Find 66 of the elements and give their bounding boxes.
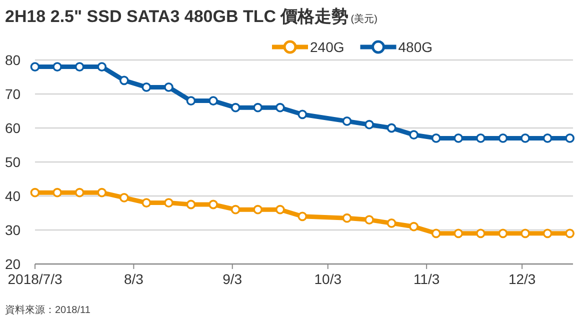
y-tick-label: 60 xyxy=(5,120,21,136)
point xyxy=(431,228,441,238)
point xyxy=(119,76,129,86)
point xyxy=(520,134,530,143)
point xyxy=(542,228,552,238)
y-tick-label: 20 xyxy=(5,256,21,272)
point xyxy=(298,212,308,222)
point xyxy=(364,120,374,130)
y-tick-label: 50 xyxy=(5,154,21,170)
legend-label: 240G xyxy=(310,39,344,55)
point xyxy=(498,134,508,143)
point xyxy=(164,198,174,208)
point xyxy=(74,188,84,198)
point xyxy=(30,188,40,198)
x-tick-label: 11/3 xyxy=(413,271,440,287)
point xyxy=(30,62,40,72)
y-tick-label: 70 xyxy=(5,86,21,102)
x-tick-label: 9/3 xyxy=(222,271,242,287)
point xyxy=(298,110,308,120)
point xyxy=(119,193,129,202)
point xyxy=(186,96,196,106)
x-tick-label: 2018/7/3 xyxy=(8,271,62,287)
point xyxy=(230,204,240,214)
y-tick-label: 40 xyxy=(5,188,21,204)
point xyxy=(52,62,62,72)
x-tick-label: 8/3 xyxy=(124,271,144,287)
point xyxy=(431,134,441,143)
point xyxy=(275,102,285,112)
point xyxy=(230,102,240,112)
y-tick-label: 80 xyxy=(5,52,21,68)
x-tick-label: 10/3 xyxy=(314,271,342,287)
legend-label: 480G xyxy=(398,39,432,55)
point xyxy=(275,204,285,214)
source-note: 資料來源：2018/11 xyxy=(5,304,91,316)
chart-subtitle: (美元) xyxy=(350,13,378,25)
point xyxy=(253,102,263,112)
point xyxy=(186,200,196,210)
point xyxy=(208,96,218,106)
point xyxy=(52,188,62,198)
point xyxy=(565,134,575,143)
y-tick-label: 30 xyxy=(5,222,21,238)
point xyxy=(97,188,107,198)
point xyxy=(476,134,486,143)
point xyxy=(142,198,152,208)
point xyxy=(386,123,396,133)
point xyxy=(476,228,486,238)
point xyxy=(386,218,396,228)
point xyxy=(364,215,374,224)
point xyxy=(565,228,575,238)
point xyxy=(498,228,508,238)
point xyxy=(142,82,152,92)
x-tick-label: 12/3 xyxy=(508,271,536,287)
point xyxy=(409,130,419,140)
point xyxy=(342,116,352,126)
point xyxy=(253,204,263,214)
point xyxy=(74,62,84,72)
point xyxy=(164,82,174,92)
point xyxy=(97,62,107,72)
point xyxy=(520,228,530,238)
point xyxy=(454,228,464,238)
point xyxy=(409,222,419,232)
point xyxy=(342,213,352,223)
point xyxy=(208,200,218,210)
point xyxy=(454,134,464,143)
point xyxy=(542,134,552,143)
chart-title: 2H18 2.5" SSD SATA3 480GB TLC 價格走勢 xyxy=(5,7,349,26)
